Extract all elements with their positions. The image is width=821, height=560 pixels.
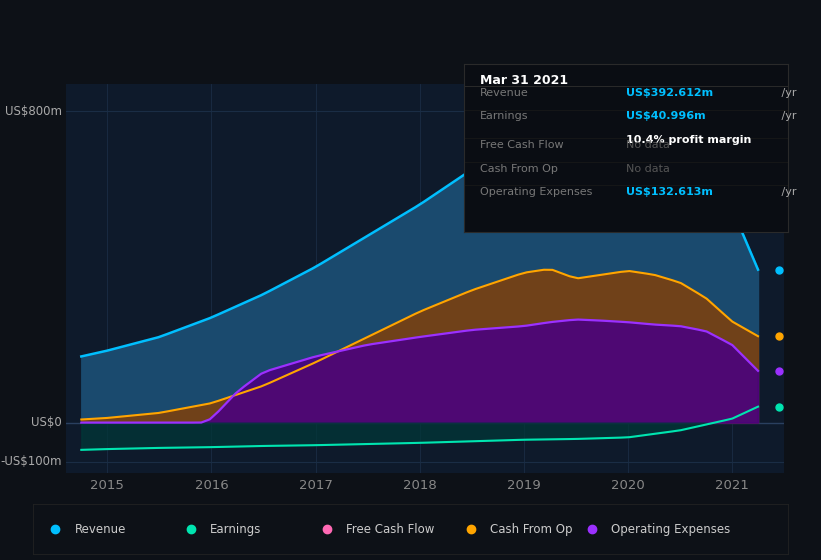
Text: /yr: /yr <box>778 111 797 122</box>
Text: 10.4% profit margin: 10.4% profit margin <box>626 135 751 145</box>
Text: /yr: /yr <box>778 187 797 197</box>
Text: US$800m: US$800m <box>5 105 62 118</box>
Text: US$132.613m: US$132.613m <box>626 187 713 197</box>
Text: Revenue: Revenue <box>480 88 529 98</box>
Text: /yr: /yr <box>778 88 797 98</box>
Text: Cash From Op: Cash From Op <box>490 522 572 536</box>
Text: Mar 31 2021: Mar 31 2021 <box>480 74 568 87</box>
Text: No data: No data <box>626 164 670 174</box>
Text: Cash From Op: Cash From Op <box>480 164 558 174</box>
Text: US$392.612m: US$392.612m <box>626 88 713 98</box>
Text: Operating Expenses: Operating Expenses <box>480 187 593 197</box>
Text: -US$100m: -US$100m <box>1 455 62 468</box>
Text: Operating Expenses: Operating Expenses <box>611 522 730 536</box>
Text: Free Cash Flow: Free Cash Flow <box>346 522 434 536</box>
Text: Revenue: Revenue <box>75 522 126 536</box>
Text: Free Cash Flow: Free Cash Flow <box>480 140 564 150</box>
Text: Earnings: Earnings <box>480 111 529 122</box>
Text: Earnings: Earnings <box>210 522 262 536</box>
Text: US$0: US$0 <box>31 416 62 429</box>
Text: No data: No data <box>626 140 670 150</box>
Text: US$40.996m: US$40.996m <box>626 111 705 122</box>
